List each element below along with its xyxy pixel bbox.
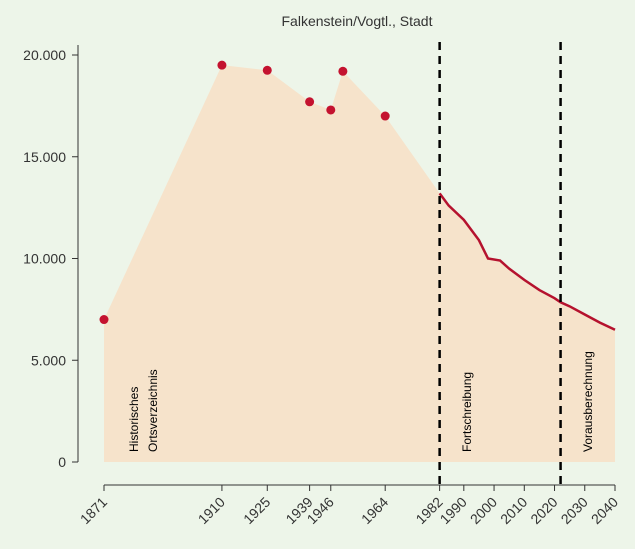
x-tick-label: 2030 xyxy=(558,494,591,527)
line xyxy=(438,192,616,331)
y-tick-label: 5.000 xyxy=(31,352,66,368)
area xyxy=(104,65,615,463)
annotation: Ortsverzeichnis xyxy=(146,369,160,452)
chart-title: Falkenstein/Vogtl., Stadt xyxy=(282,13,433,29)
y-tick-label: 10.000 xyxy=(23,251,66,267)
point xyxy=(326,105,336,115)
point xyxy=(99,315,109,325)
x-tick-label: 2010 xyxy=(497,494,530,527)
x-tick-label: 1990 xyxy=(437,494,470,527)
x-tick-label: 1871 xyxy=(77,494,110,527)
x-tick-label: 2040 xyxy=(588,494,621,527)
x-tick-label: 2000 xyxy=(467,494,500,527)
annotation: Fortschreibung xyxy=(460,372,474,452)
point xyxy=(380,111,390,121)
y-tick-label: 20.000 xyxy=(23,47,66,63)
annotation: Vorausberechnung xyxy=(581,351,595,452)
y-tick-label: 0 xyxy=(58,454,66,470)
x-tick-label: 1925 xyxy=(240,494,273,527)
point xyxy=(217,60,227,70)
x-tick-label: 2020 xyxy=(527,494,560,527)
point xyxy=(262,65,272,75)
point xyxy=(305,97,315,107)
x-tick-label: 1910 xyxy=(195,494,228,527)
x-tick-label: 1964 xyxy=(358,494,391,527)
point xyxy=(338,66,348,76)
y-tick-label: 15.000 xyxy=(23,149,66,165)
annotation: Historisches xyxy=(127,387,141,452)
